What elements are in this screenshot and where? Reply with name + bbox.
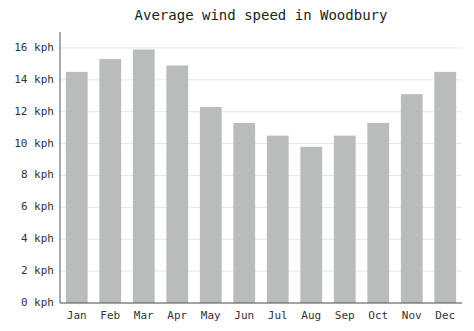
x-tick-label: Jun (234, 309, 254, 322)
bar (300, 147, 322, 303)
bar (367, 123, 389, 303)
y-tick-label: 10 kph (14, 137, 54, 150)
y-tick-label: 16 kph (14, 41, 54, 54)
x-axis-line (60, 303, 462, 304)
y-tick-label: 8 kph (21, 168, 54, 181)
bar (334, 136, 356, 303)
y-tick-label: 6 kph (21, 200, 54, 213)
x-tick-label: Dec (435, 309, 455, 322)
chart-container: 0 kph 2 kph 4 kph 6 kph 8 kph 10 kph 12 kph 14 … (0, 0, 474, 331)
bar (401, 94, 423, 303)
bars (66, 50, 456, 303)
y-tick-label: 2 kph (21, 264, 54, 277)
x-tick-label: Oct (368, 309, 388, 322)
x-tick-label: May (201, 309, 221, 322)
y-tick-label: 0 kph (21, 296, 54, 309)
bar (133, 50, 155, 303)
x-tick-label: Nov (402, 309, 422, 322)
x-tick-label: Aug (301, 309, 321, 322)
bar (267, 136, 289, 303)
y-tick-label: 12 kph (14, 105, 54, 118)
chart-svg: 0 kph 2 kph 4 kph 6 kph 8 kph 10 kph 12 kph 14 … (0, 0, 474, 331)
x-tick-label: Sep (335, 309, 355, 322)
bar (233, 123, 255, 303)
grid-line (60, 303, 462, 304)
grid-line (60, 47, 462, 48)
x-tick-label: Apr (167, 309, 187, 322)
y-ticks: 0 kph 2 kph 4 kph 6 kph 8 kph 10 kph 12 kph 14 … (14, 41, 54, 309)
x-tick-label: Mar (134, 309, 154, 322)
y-tick-label: 14 kph (14, 73, 54, 86)
x-tick-label: Feb (100, 309, 120, 322)
y-tick-label: 4 kph (21, 232, 54, 245)
x-tick-label: Jan (67, 309, 87, 322)
grid (60, 48, 462, 303)
bar (200, 107, 222, 303)
y-axis-line (60, 32, 61, 303)
bar (99, 59, 121, 303)
x-tick-label: Jul (268, 309, 288, 322)
x-ticks: Jan Feb Mar Apr May Jun Jul Aug Sep Oct Nov Dec (67, 309, 455, 322)
bar (166, 65, 188, 303)
bar (66, 72, 88, 303)
chart-title: Average wind speed in Woodbury (135, 7, 388, 23)
bar (434, 72, 456, 303)
